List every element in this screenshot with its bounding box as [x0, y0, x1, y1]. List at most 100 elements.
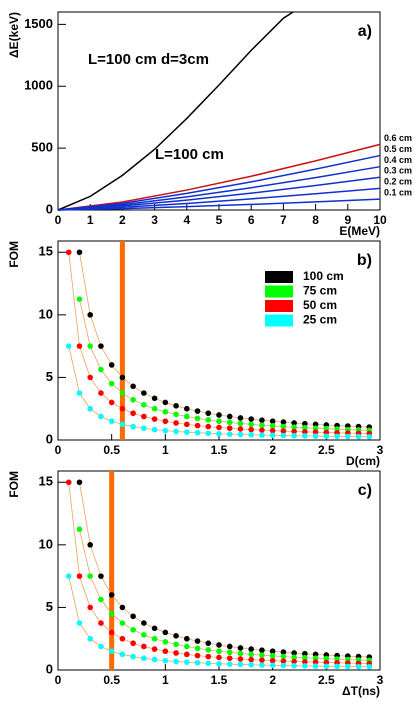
data-point [76, 573, 83, 579]
data-point [259, 427, 265, 433]
data-point [323, 663, 330, 670]
y-tick-label: 10 [39, 306, 53, 321]
data-point [269, 657, 276, 664]
y-tick-label: 0 [46, 431, 53, 446]
data-point [237, 656, 244, 662]
data-point [312, 429, 319, 435]
data-point [130, 613, 136, 620]
data-point [184, 429, 190, 435]
data-point [248, 426, 254, 433]
data-point [98, 620, 104, 626]
y-axis-label: FOM [7, 471, 21, 498]
x-tick-label: 1 [87, 213, 94, 227]
legend-label: 25 cm [303, 313, 337, 327]
data-point [216, 642, 222, 648]
data-point [291, 424, 297, 431]
x-tick-label: 3 [377, 443, 384, 457]
data-point [173, 650, 179, 656]
data-point [366, 433, 373, 440]
x-tick-label: 4 [183, 213, 190, 227]
curve-label: 0.4 cm [384, 155, 412, 165]
x-tick-label: 5 [216, 213, 223, 227]
x-axis-label: ΔT(ns) [342, 684, 380, 698]
data-point [269, 427, 276, 434]
data-point [194, 659, 201, 666]
data-point [173, 658, 179, 665]
data-point [216, 660, 222, 667]
data-point [291, 432, 297, 439]
x-tick-label: 3 [377, 673, 384, 687]
data-point [98, 390, 104, 396]
data-point [280, 423, 287, 430]
y-tick-label: 10 [39, 536, 53, 551]
data-point [216, 654, 222, 661]
data-point [141, 655, 147, 662]
data-point [248, 656, 254, 663]
data-point [205, 653, 212, 660]
fit-curve [79, 299, 370, 431]
annotation: L=100 cm [155, 146, 224, 163]
panel-label: b) [357, 252, 372, 269]
data-point [226, 419, 233, 426]
x-tick-label: 0.5 [103, 443, 120, 457]
legend-swatch [265, 285, 293, 298]
data-point [237, 426, 244, 432]
data-point [151, 656, 158, 663]
data-point [162, 648, 169, 655]
data-point [184, 413, 190, 420]
data-point [98, 366, 104, 373]
data-point [76, 343, 83, 349]
data-point [87, 374, 93, 381]
data-point [345, 663, 351, 670]
data-point [312, 425, 319, 432]
data-point [205, 660, 212, 667]
x-tick-label: 2 [269, 443, 276, 457]
data-point [162, 427, 169, 434]
y-axis-label: ΔE(keV) [7, 12, 21, 58]
data-point [248, 416, 254, 422]
data-point [151, 395, 158, 402]
data-point [302, 424, 308, 431]
legend-swatch [265, 271, 293, 283]
data-point [259, 417, 265, 424]
x-tick-label: 7 [280, 213, 287, 227]
data-point [248, 646, 254, 652]
data-point [312, 421, 319, 428]
curve [57, 11, 294, 211]
x-tick-label: 2.5 [318, 673, 335, 687]
data-point [216, 424, 222, 431]
data-point [259, 657, 265, 663]
data-point [141, 413, 147, 420]
data-point [130, 653, 136, 660]
data-point [280, 419, 287, 425]
data-point [269, 418, 276, 425]
data-point [226, 643, 233, 650]
data-point [237, 431, 244, 438]
marker-band [119, 241, 125, 440]
x-axis-label: E(MeV) [339, 224, 380, 238]
x-tick-label: 1 [162, 443, 169, 457]
data-point [302, 433, 308, 439]
data-point [302, 429, 308, 435]
y-tick-label: 15 [39, 244, 53, 259]
data-point [108, 610, 115, 617]
data-point [194, 429, 201, 436]
panel-label: a) [358, 23, 372, 40]
data-point [280, 662, 287, 669]
y-tick-label: 5 [46, 599, 53, 614]
data-point [259, 422, 265, 429]
data-point [173, 428, 179, 435]
data-point [226, 425, 233, 432]
legend-label: 75 cm [303, 284, 337, 298]
data-point [108, 629, 115, 636]
data-point [87, 312, 93, 318]
x-tick-label: 8 [312, 213, 319, 227]
data-point [237, 661, 244, 668]
y-axis-label: FOM [7, 241, 21, 268]
curve [57, 198, 381, 211]
data-point [119, 651, 126, 658]
data-point [312, 651, 319, 658]
y-tick-label: 0 [46, 201, 53, 216]
data-point [119, 635, 126, 642]
